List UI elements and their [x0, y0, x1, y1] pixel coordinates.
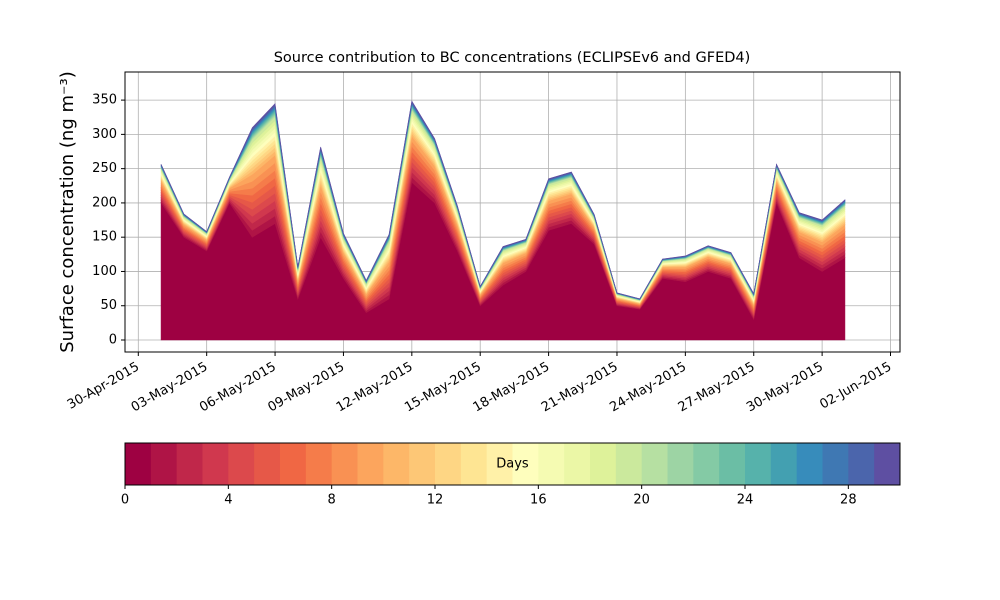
- y-tick-label: 300: [92, 127, 117, 142]
- colorbar-bin: [590, 443, 617, 485]
- colorbar-bin: [512, 443, 539, 485]
- colorbar-bin: [357, 443, 384, 485]
- colorbar-bin: [150, 443, 178, 485]
- colorbar-tick-label: 28: [840, 493, 857, 508]
- x-tick-label: 27-May-2015: [676, 360, 758, 416]
- colorbar-tick-label: 20: [633, 493, 650, 508]
- area-layer: [160, 100, 846, 300]
- colorbar-bin: [409, 443, 436, 485]
- colorbar-bin: [254, 443, 281, 485]
- colorbar-tick-label: 4: [224, 493, 232, 508]
- x-tick-label: 24-May-2015: [607, 360, 689, 416]
- colorbar-tick-label: 8: [328, 493, 336, 508]
- y-tick-label: 150: [92, 230, 117, 245]
- colorbar-bin: [331, 443, 358, 485]
- x-tick-label: 30-May-2015: [744, 360, 826, 416]
- colorbar-bin: [538, 443, 565, 485]
- colorbar-label: Days: [496, 457, 529, 472]
- y-tick-label: 100: [92, 264, 117, 279]
- colorbar-bin: [615, 443, 643, 485]
- colorbar-bin: [564, 443, 591, 485]
- colorbar-tick-label: 24: [737, 493, 754, 508]
- colorbar-bin: [383, 443, 410, 485]
- colorbar-bin: [460, 443, 488, 485]
- colorbar-tick-label: 16: [530, 493, 547, 508]
- y-axis-label: Surface concentration (ng m⁻³): [57, 71, 78, 353]
- colorbar-bin: [667, 443, 694, 485]
- plot-frame: [124, 71, 901, 353]
- chart-title: Source contribution to BC concentrations…: [274, 50, 751, 66]
- x-tick-label: 18-May-2015: [471, 360, 553, 416]
- colorbar-bin: [822, 443, 849, 485]
- colorbar-tick-label: 0: [121, 493, 129, 508]
- colorbar-bin: [228, 443, 255, 485]
- colorbar-bin: [435, 443, 462, 485]
- x-tick-label: 03-May-2015: [129, 360, 211, 416]
- colorbar-bin: [770, 443, 798, 485]
- colorbar-bin: [848, 443, 875, 485]
- colorbar-bin: [719, 443, 746, 485]
- colorbar-bin: [796, 443, 823, 485]
- colorbar-frame: [124, 442, 901, 486]
- colorbar-bin: [745, 443, 772, 485]
- colorbar-bin: [693, 443, 720, 485]
- colorbar-bin: [280, 443, 307, 485]
- colorbar-bin: [176, 443, 203, 485]
- x-tick-label: 09-May-2015: [266, 360, 348, 416]
- x-tick-label: 21-May-2015: [539, 360, 621, 416]
- colorbar-bin: [641, 443, 668, 485]
- y-tick-label: 250: [92, 161, 117, 176]
- y-tick-label: 200: [92, 195, 117, 210]
- x-tick-label: 02-Jun-2015: [817, 360, 894, 413]
- x-tick-label: 15-May-2015: [402, 360, 484, 416]
- y-tick-label: 50: [100, 298, 117, 313]
- y-tick-label: 0: [109, 333, 117, 348]
- colorbar-bin: [486, 443, 513, 485]
- colorbar-bin: [874, 443, 901, 485]
- colorbar-bin: [125, 443, 152, 485]
- colorbar-tick-label: 12: [427, 493, 444, 508]
- y-tick-label: 350: [92, 93, 117, 108]
- x-tick-label: 12-May-2015: [334, 360, 416, 416]
- colorbar-bin: [202, 443, 229, 485]
- x-tick-label: 06-May-2015: [197, 360, 279, 416]
- colorbar-bin: [305, 443, 333, 485]
